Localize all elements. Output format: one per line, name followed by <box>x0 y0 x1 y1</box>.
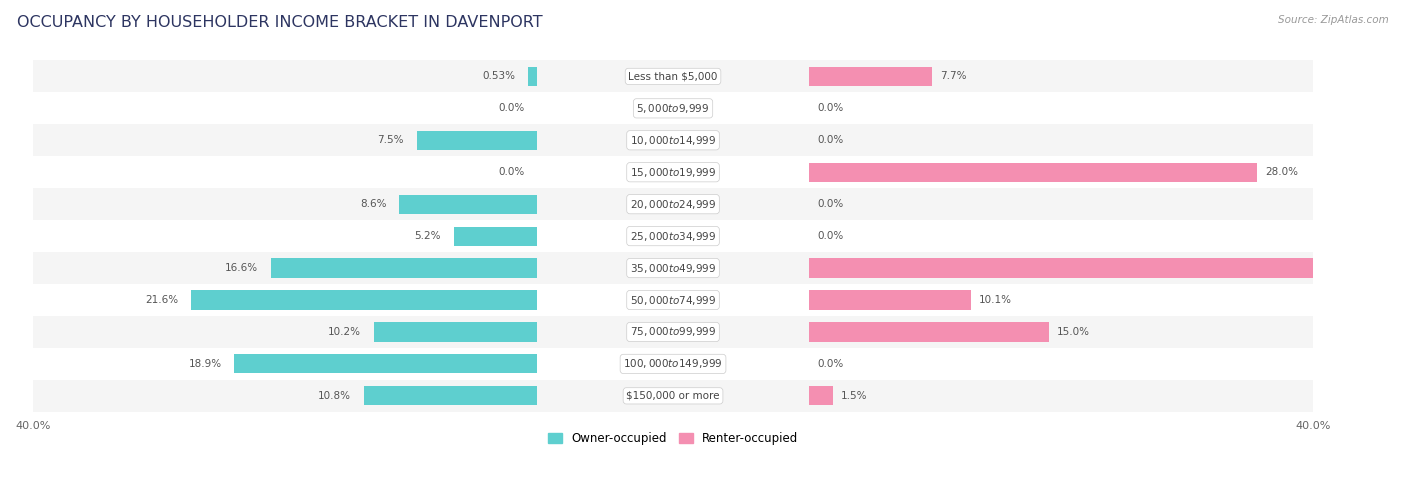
Bar <box>808 322 1049 341</box>
Text: $50,000 to $74,999: $50,000 to $74,999 <box>630 294 716 306</box>
Text: 5.2%: 5.2% <box>415 231 441 241</box>
Text: $75,000 to $99,999: $75,000 to $99,999 <box>630 325 716 338</box>
Bar <box>374 322 537 341</box>
Text: 0.0%: 0.0% <box>817 359 844 369</box>
Text: 10.8%: 10.8% <box>318 391 352 401</box>
Text: 10.2%: 10.2% <box>328 327 361 337</box>
Text: 28.0%: 28.0% <box>1265 167 1298 177</box>
Bar <box>32 380 1313 412</box>
Text: 0.0%: 0.0% <box>817 135 844 145</box>
Bar <box>808 290 970 310</box>
Text: $35,000 to $49,999: $35,000 to $49,999 <box>630 262 716 275</box>
Text: $25,000 to $34,999: $25,000 to $34,999 <box>630 230 716 243</box>
Text: 18.9%: 18.9% <box>188 359 222 369</box>
Bar <box>32 93 1313 124</box>
Bar <box>32 284 1313 316</box>
Text: $10,000 to $14,999: $10,000 to $14,999 <box>630 134 716 147</box>
Text: 0.0%: 0.0% <box>498 103 524 113</box>
Text: 10.1%: 10.1% <box>979 295 1012 305</box>
Text: $100,000 to $149,999: $100,000 to $149,999 <box>623 357 723 371</box>
Bar <box>399 195 537 214</box>
Text: $20,000 to $24,999: $20,000 to $24,999 <box>630 198 716 211</box>
Bar <box>32 348 1313 380</box>
Text: 0.0%: 0.0% <box>817 231 844 241</box>
Bar <box>418 131 537 150</box>
Text: OCCUPANCY BY HOUSEHOLDER INCOME BRACKET IN DAVENPORT: OCCUPANCY BY HOUSEHOLDER INCOME BRACKET … <box>17 15 543 30</box>
Text: 0.53%: 0.53% <box>482 72 516 81</box>
Text: 15.0%: 15.0% <box>1057 327 1090 337</box>
Text: Source: ZipAtlas.com: Source: ZipAtlas.com <box>1278 15 1389 25</box>
Text: 0.0%: 0.0% <box>817 103 844 113</box>
Text: 37.7%: 37.7% <box>1371 263 1405 273</box>
Bar <box>32 60 1313 93</box>
Text: $5,000 to $9,999: $5,000 to $9,999 <box>637 102 710 115</box>
Legend: Owner-occupied, Renter-occupied: Owner-occupied, Renter-occupied <box>543 428 803 450</box>
Text: 0.0%: 0.0% <box>817 199 844 209</box>
Bar <box>32 124 1313 156</box>
Bar <box>529 67 537 86</box>
Bar <box>32 252 1313 284</box>
Bar <box>364 386 537 406</box>
Text: 21.6%: 21.6% <box>145 295 179 305</box>
Bar <box>32 188 1313 220</box>
Text: 7.5%: 7.5% <box>378 135 404 145</box>
Bar <box>32 316 1313 348</box>
Text: 16.6%: 16.6% <box>225 263 259 273</box>
Text: Less than $5,000: Less than $5,000 <box>628 72 717 81</box>
Text: 7.7%: 7.7% <box>941 72 967 81</box>
Bar <box>808 163 1257 182</box>
Bar <box>808 386 834 406</box>
Text: $150,000 or more: $150,000 or more <box>626 391 720 401</box>
Text: 1.5%: 1.5% <box>841 391 868 401</box>
Bar <box>235 355 537 374</box>
Text: 0.0%: 0.0% <box>498 167 524 177</box>
Bar <box>454 226 537 246</box>
Bar <box>32 156 1313 188</box>
Text: $15,000 to $19,999: $15,000 to $19,999 <box>630 166 716 179</box>
Bar <box>191 290 537 310</box>
Bar <box>808 67 932 86</box>
Bar <box>32 220 1313 252</box>
Bar <box>271 259 537 278</box>
Text: 8.6%: 8.6% <box>360 199 387 209</box>
Bar <box>808 259 1406 278</box>
